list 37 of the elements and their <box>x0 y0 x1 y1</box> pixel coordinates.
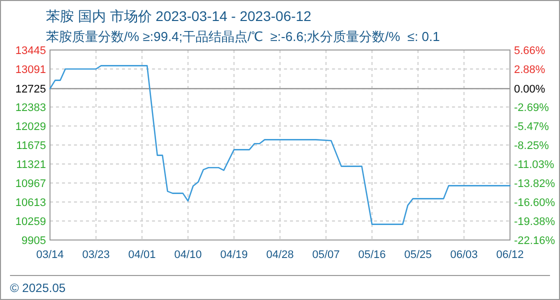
y2-tick-label: -16.60% <box>514 197 556 210</box>
y-tick-label: 10613 <box>15 197 46 209</box>
y2-tick-label: -22.16% <box>514 235 556 247</box>
x-tick-label: 03/23 <box>82 249 110 261</box>
x-tick-label: 04/10 <box>174 249 202 261</box>
x-tick-label: 04/28 <box>266 249 294 261</box>
chart-title: 苯胺 国内 市场价 2023-03-14 - 2023-06-12 <box>46 8 312 24</box>
y2-tick-label: 5.66% <box>514 45 546 57</box>
y-tick-label: 10259 <box>15 216 46 228</box>
x-tick-label: 05/25 <box>404 249 432 261</box>
y-tick-label: 9905 <box>22 235 46 247</box>
y-tick-label: 11675 <box>16 140 46 152</box>
y-tick-label: 12029 <box>15 121 46 133</box>
x-tick-label: 03/14 <box>36 249 64 261</box>
y2-tick-label: -2.69% <box>514 102 550 114</box>
y-tick-label: 12725 <box>15 84 46 96</box>
y2-tick-label: -5.47% <box>514 121 550 134</box>
x-tick-label: 05/16 <box>358 249 386 261</box>
x-tick-label: 06/12 <box>496 249 524 261</box>
y2-tick-label: -19.38% <box>514 216 556 228</box>
y2-tick-label: -8.25% <box>514 140 550 152</box>
y-tick-label: 13091 <box>15 64 46 76</box>
y2-tick-label: -13.82% <box>514 178 556 190</box>
y-tick-label: 10967 <box>15 178 46 190</box>
text: © 2025.05 <box>10 281 66 295</box>
y2-tick-label: 2.88% <box>514 64 546 76</box>
chart-subtitle: 苯胺质量分数/% ≥:99.4;干品结晶点/℃ ≥:-6.6;水分质量分数/% ≤: 0.1 <box>46 29 440 44</box>
y-tick-label: 13445 <box>15 45 46 57</box>
x-tick-label: 04/19 <box>220 249 248 261</box>
line-series <box>49 65 511 225</box>
x-tick-label: 06/03 <box>450 249 478 261</box>
y-tick-label: 12383 <box>15 102 46 114</box>
y2-tick-label: -11.03% <box>514 158 554 171</box>
x-tick-label: 05/07 <box>312 249 340 261</box>
y2-tick-label: 0.00% <box>514 84 546 96</box>
y-tick-label: 11321 <box>16 159 46 171</box>
x-tick-label: 04/01 <box>128 249 156 261</box>
